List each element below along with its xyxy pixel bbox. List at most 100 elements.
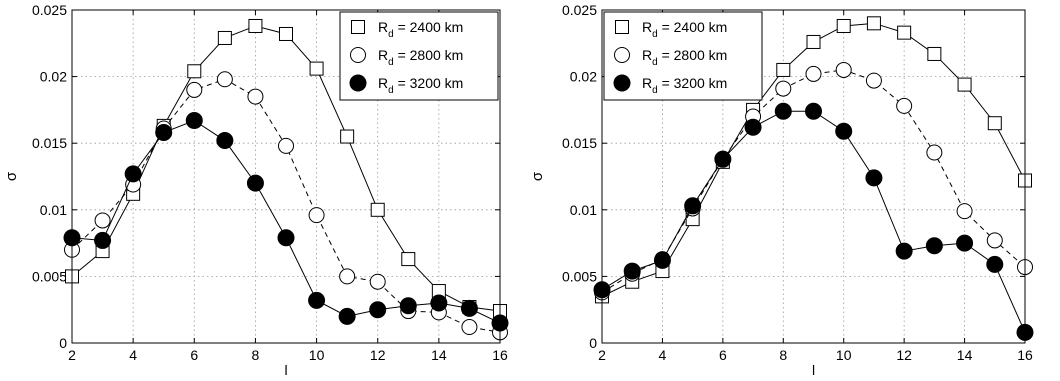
data-point [805, 65, 822, 82]
data-point [835, 122, 853, 140]
data-point [399, 297, 417, 315]
data-point [369, 301, 387, 319]
legend: Rd = 2400 km Rd = 2800 km Rd = 3200 km [339, 11, 499, 101]
y-tick-label: 0 [589, 335, 597, 351]
chart-left: 2 4 6 8 10 12 14 16 0 0.005 0.01 0.015 0.02 0.025 l σ Rd… [3, 2, 509, 378]
legend: Rd = 2400 km Rd = 2800 km Rd = 3200 km [603, 11, 763, 101]
data-point [186, 81, 203, 98]
y-axis-label: σ [530, 171, 546, 181]
data-point [714, 150, 732, 168]
legend-marker [614, 47, 630, 63]
legend-box [339, 11, 499, 101]
data-point [338, 307, 356, 325]
x-tick-label: 14 [431, 347, 447, 363]
data-point [155, 124, 173, 142]
chart-right: 2 4 6 8 10 12 14 16 0 0.005 0.01 0.015 0.02 0.025 l σ Rd… [530, 2, 1034, 378]
data-point [216, 132, 234, 150]
data-point [308, 291, 326, 309]
data-point [925, 237, 943, 255]
legend-box [603, 11, 763, 101]
legend-marker [351, 20, 365, 34]
data-point [623, 262, 641, 280]
data-point [216, 71, 233, 88]
data-point [956, 234, 974, 252]
x-tick-label: 6 [719, 347, 727, 363]
series-2 [64, 71, 508, 341]
data-point [987, 116, 1002, 131]
legend-label: Rd = 3200 km [642, 75, 727, 96]
y-tick-label: 0.02 [40, 69, 67, 85]
data-point [370, 202, 385, 217]
x-tick-label: 12 [896, 347, 912, 363]
data-point [94, 212, 111, 229]
data-point [185, 112, 203, 130]
data-point [775, 80, 792, 97]
data-point [278, 137, 294, 154]
y-tick-label: 0.015 [562, 135, 597, 151]
legend-marker [613, 74, 631, 92]
x-axis-label: l [812, 362, 815, 378]
data-point [94, 231, 112, 249]
data-point [865, 72, 882, 89]
legend-label: Rd = 2800 km [642, 47, 727, 68]
data-point [460, 299, 478, 317]
data-point [279, 26, 293, 41]
data-point [896, 97, 913, 114]
data-point [187, 64, 202, 79]
data-point [684, 197, 702, 215]
y-tick-label: 0.01 [40, 202, 67, 218]
data-point [986, 232, 1003, 249]
y-tick-label: 0.025 [32, 2, 67, 18]
y-tick-label: 0.02 [570, 69, 597, 85]
x-tick-label: 2 [68, 347, 76, 363]
y-axis-label: σ [3, 171, 20, 181]
legend-label: Rd = 2400 km [378, 19, 463, 40]
data-point [430, 294, 448, 312]
legend-marker [350, 47, 366, 63]
legend-marker [349, 74, 367, 92]
data-point [866, 16, 881, 31]
x-tick-label: 2 [598, 347, 606, 363]
x-tick-label: 8 [779, 347, 787, 363]
plot-frame [601, 9, 1026, 344]
data-point [957, 77, 972, 92]
data-point [277, 229, 295, 247]
data-point [927, 46, 942, 61]
x-tick-label: 10 [836, 347, 852, 363]
data-point [653, 251, 671, 269]
series-line [601, 69, 1026, 293]
plot-frame [71, 9, 501, 344]
data-point [835, 61, 852, 78]
series-3 [63, 112, 509, 332]
data-point [926, 144, 943, 161]
legend-label: Rd = 2400 km [642, 19, 727, 40]
data-point [836, 18, 851, 33]
data-point [865, 169, 883, 187]
data-point [806, 34, 821, 49]
data-point [461, 319, 478, 336]
data-point [744, 118, 762, 136]
x-tick-label: 4 [129, 347, 137, 363]
data-point [339, 268, 356, 285]
data-point [340, 129, 355, 144]
data-point [217, 30, 232, 45]
x-tick-label: 12 [370, 347, 386, 363]
data-point [246, 174, 264, 192]
data-point [776, 62, 791, 77]
data-point [124, 165, 142, 183]
series-3 [593, 102, 1034, 341]
data-point [956, 203, 973, 220]
x-tick-label: 6 [190, 347, 198, 363]
y-tick-label: 0.005 [32, 268, 67, 284]
data-point [247, 88, 264, 105]
y-tick-label: 0.015 [32, 135, 67, 151]
x-tick-label: 16 [492, 347, 508, 363]
x-tick-label: 16 [1017, 347, 1033, 363]
data-point [401, 252, 416, 267]
legend-marker [615, 20, 629, 34]
y-tick-label: 0.005 [562, 268, 597, 284]
data-point [248, 18, 263, 33]
y-tick-label: 0.025 [562, 2, 597, 18]
data-point [369, 273, 386, 290]
data-point [774, 102, 792, 120]
